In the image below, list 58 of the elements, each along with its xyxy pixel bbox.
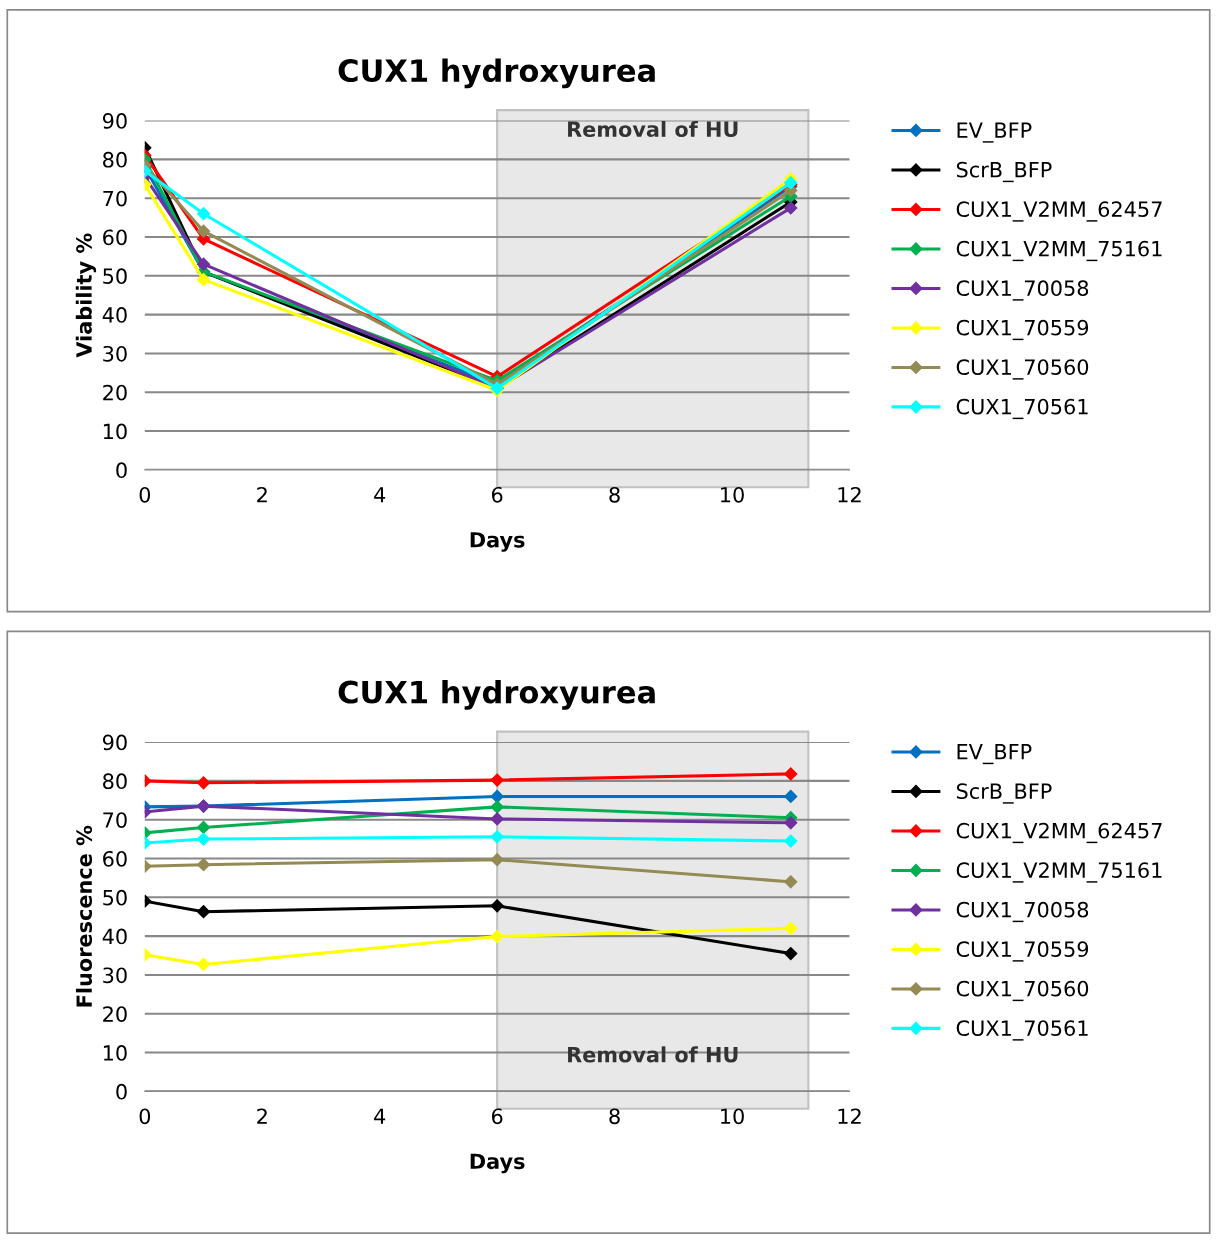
legend-label: CUX1_V2MM_75161 <box>956 862 1162 883</box>
x-tick-label: 0 <box>139 1108 151 1125</box>
y-tick-label: 0 <box>116 462 127 479</box>
legend-label: CUX1_70561 <box>956 1020 1088 1041</box>
x-tick-label: 8 <box>609 1108 620 1125</box>
y-tick-label: 20 <box>103 1006 127 1022</box>
x-axis-title: Days <box>470 1153 525 1174</box>
x-tick-label: 4 <box>374 487 386 503</box>
y-axis-title: Viability % <box>75 233 97 358</box>
y-tick-label: 20 <box>103 384 127 401</box>
x-tick-label: 4 <box>374 1108 386 1124</box>
y-tick-label: 70 <box>103 190 127 207</box>
legend-label: EV_BFP <box>957 122 1032 143</box>
y-tick-label: 50 <box>103 268 127 285</box>
y-tick-label: 90 <box>102 113 127 129</box>
legend-label: CUX1_70559 <box>956 941 1089 962</box>
y-tick-label: 10 <box>103 1045 127 1061</box>
x-tick-label: 6 <box>491 486 503 503</box>
chart-title: CUX1 hydroxyurea <box>338 58 655 89</box>
y-tick-label: 60 <box>103 229 127 246</box>
legend-label: CUX1_70560 <box>956 980 1089 1002</box>
legend-label: CUX1_V2MM_75161 <box>956 240 1162 262</box>
legend-label: CUX1_70058 <box>956 901 1089 923</box>
band-label: Removal of HU <box>568 120 738 138</box>
y-tick-label: 70 <box>103 812 127 828</box>
x-tick-label: 12 <box>838 486 861 503</box>
legend-label: ScrB_BFP <box>956 783 1052 804</box>
legend-label: CUX1_V2MM_62457 <box>956 822 1162 844</box>
x-axis-title: Days <box>470 532 525 552</box>
y-tick-label: 0 <box>116 1083 127 1100</box>
y-tick-label: 80 <box>103 151 127 168</box>
chart-title: CUX1 hydroxyurea <box>338 679 655 710</box>
legend-label: CUX1_70560 <box>956 359 1089 380</box>
x-tick-label: 6 <box>491 1108 503 1125</box>
x-tick-label: 2 <box>257 486 267 503</box>
legend-label: CUX1_70058 <box>956 280 1089 301</box>
y-tick-label: 10 <box>103 423 127 440</box>
x-tick-label: 0 <box>139 486 151 503</box>
y-tick-label: 40 <box>102 307 127 323</box>
legend-label: CUX1_70559 <box>956 319 1089 341</box>
y-axis-title: Fluorescence % <box>75 825 93 1007</box>
y-tick-label: 80 <box>103 773 127 790</box>
y-tick-label: 40 <box>102 928 127 945</box>
y-tick-label: 90 <box>102 734 127 751</box>
y-tick-label: 30 <box>103 345 127 362</box>
legend-label: CUX1_V2MM_62457 <box>956 201 1162 222</box>
band-label: Removal of HU <box>568 1046 738 1063</box>
legend-label: ScrB_BFP <box>956 161 1052 183</box>
x-tick-label: 10 <box>721 486 744 503</box>
y-tick-label: 50 <box>103 889 127 906</box>
legend-label: CUX1_70561 <box>956 398 1088 420</box>
legend-label: EV_BFP <box>957 744 1032 765</box>
x-tick-label: 8 <box>609 486 620 503</box>
x-tick-label: 10 <box>721 1108 744 1125</box>
y-tick-label: 60 <box>103 850 127 867</box>
y-tick-label: 30 <box>103 967 127 984</box>
x-tick-label: 2 <box>257 1108 267 1124</box>
x-tick-label: 12 <box>838 1108 861 1124</box>
